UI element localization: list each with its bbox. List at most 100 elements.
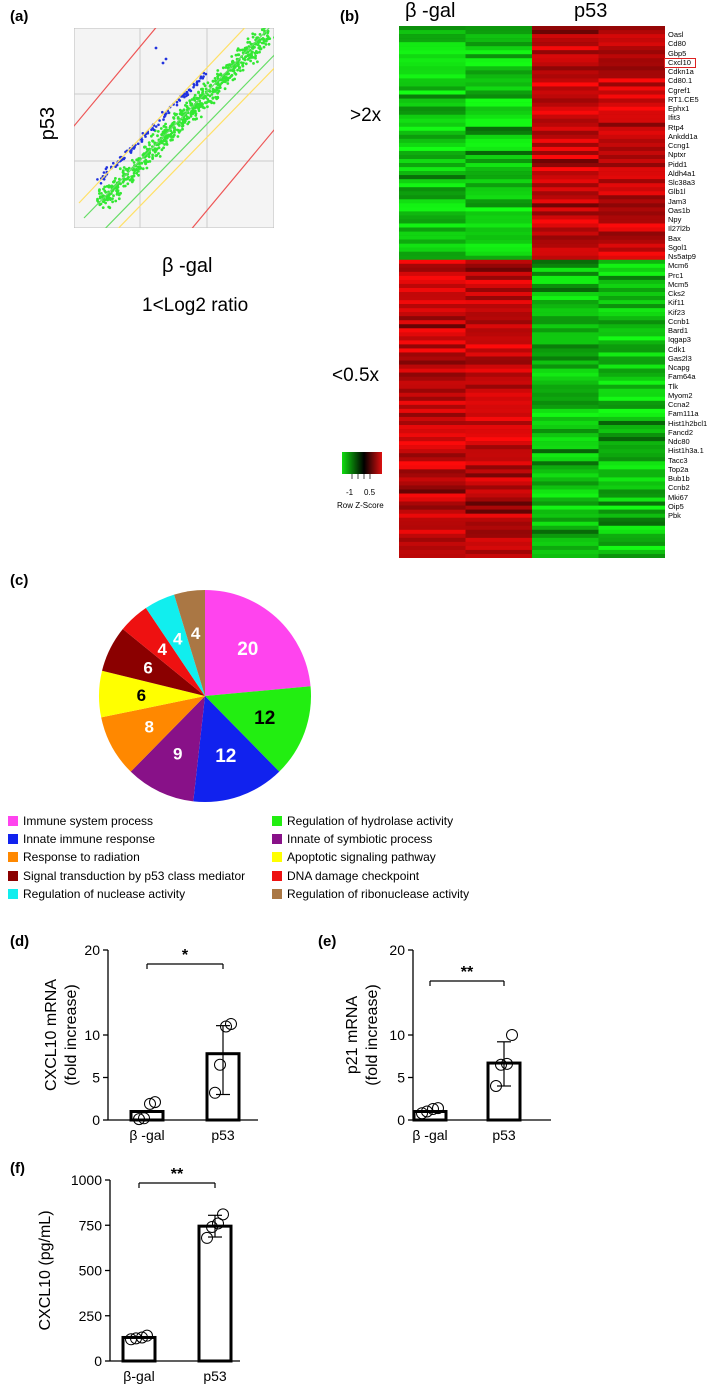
scatter-point-green xyxy=(251,32,255,36)
data-point xyxy=(138,1112,150,1125)
pie-slice-value: 6 xyxy=(137,686,146,705)
scatter-point-green xyxy=(131,178,135,182)
scatter-point-green xyxy=(126,177,129,181)
legend-swatch xyxy=(8,834,18,845)
heatmap-cell xyxy=(399,429,466,434)
scatter-point-blue xyxy=(146,132,150,135)
heatmap-cell xyxy=(598,336,666,341)
scatter-point-green xyxy=(112,180,116,184)
heatmap-cell xyxy=(465,493,533,498)
scatter-point-green xyxy=(117,197,121,201)
heatmap-cell xyxy=(598,441,666,446)
scatter-point-green xyxy=(117,193,121,197)
heatmap-cell xyxy=(532,215,599,220)
data-point xyxy=(136,1331,148,1344)
legend-swatch xyxy=(8,852,18,863)
heatmap-cell xyxy=(598,292,666,297)
scatter-ylabel: p53 xyxy=(37,106,60,141)
y-axis-label: CXCL10 (pg/mL) xyxy=(37,1210,54,1330)
heatmap-cell xyxy=(465,223,533,228)
heatmap-cell xyxy=(399,493,466,498)
colorkey-label: Row Z-Score xyxy=(337,501,384,510)
colorkey-bar xyxy=(342,452,382,474)
scatter-point-green xyxy=(165,142,168,145)
gene-label: Cdkn1a xyxy=(668,67,694,76)
heatmap-cell xyxy=(532,380,599,385)
gene-label: Cks2 xyxy=(668,289,686,298)
data-point xyxy=(490,1080,502,1092)
gene-label: Ndc80 xyxy=(668,437,690,446)
heatmap-cell xyxy=(465,98,533,103)
heatmap-cell xyxy=(399,171,466,176)
heatmap-cell xyxy=(598,46,666,51)
heatmap-cell xyxy=(598,54,666,59)
scatter-point-green xyxy=(256,60,259,64)
heatmap-cell xyxy=(465,433,533,438)
heatmap-cell xyxy=(598,533,666,539)
heatmap-cell xyxy=(598,215,666,220)
scatter-point-green xyxy=(187,116,191,120)
scatter-point-green xyxy=(147,155,151,159)
scatter-point-blue xyxy=(197,79,201,83)
heatmap-cell xyxy=(598,416,666,422)
heatmap-cell xyxy=(532,461,599,466)
heatmap-cell xyxy=(465,316,533,321)
heatmap-cell xyxy=(465,126,533,132)
gene-label: Bard1 xyxy=(668,326,689,335)
heatmap-cell xyxy=(399,203,466,208)
scatter-point-green xyxy=(179,110,183,114)
pie-slice xyxy=(102,629,205,696)
heatmap-cell xyxy=(399,408,466,414)
gene-label: Hist1h2bcl1 xyxy=(668,418,708,428)
heatmap-cell xyxy=(532,163,599,168)
heatmap-cell xyxy=(399,473,466,478)
scatter-point-blue xyxy=(105,166,109,169)
scatter-point-blue xyxy=(175,100,179,104)
legend-label: Apoptotic signaling pathway xyxy=(287,850,436,865)
scatter-point-green xyxy=(204,96,208,99)
gene-label: Kif23 xyxy=(668,307,686,317)
scatter-point-green xyxy=(127,166,131,170)
heatmap-cell xyxy=(532,392,599,398)
heatmap-cell xyxy=(532,473,599,478)
heatmap-cell xyxy=(598,513,666,518)
heatmap-cell xyxy=(465,267,533,273)
heatmap-cell xyxy=(532,223,599,228)
scatter-point-green xyxy=(212,90,215,94)
heatmap-cell xyxy=(598,255,666,261)
heatmap-cell xyxy=(532,34,599,39)
heatmap-cell xyxy=(532,219,599,224)
heatmap-cell xyxy=(465,396,533,402)
x-tick-label: p53 xyxy=(492,1127,516,1143)
heatmap-cell xyxy=(399,360,466,365)
heatmap-cell xyxy=(399,445,466,450)
heatmap-cell xyxy=(598,344,666,349)
heatmap-cell xyxy=(399,223,466,228)
y-axis-label: (fold increase) xyxy=(364,984,381,1085)
heatmap-cell xyxy=(465,384,533,390)
scatter-point-blue xyxy=(130,149,133,152)
scatter-canvas xyxy=(73,27,275,229)
scatter-point-green xyxy=(157,152,160,155)
heatmap-cell xyxy=(598,183,666,188)
scatter-point-green xyxy=(124,168,128,171)
scatter-point-green xyxy=(132,161,136,164)
scatter-point-green xyxy=(171,138,174,142)
scatter-point-green xyxy=(249,59,253,63)
heatmap-cell xyxy=(598,509,666,514)
scatter-point-green xyxy=(148,143,151,147)
significance-marker: ** xyxy=(461,964,474,981)
pie-slice xyxy=(130,696,205,802)
scatter-point-green xyxy=(183,117,187,121)
heatmap-cell xyxy=(399,425,466,430)
pie-slice xyxy=(98,670,205,718)
scatter-point-green xyxy=(158,155,162,158)
heatmap-cell xyxy=(532,420,599,426)
heatmap-cell xyxy=(399,239,466,244)
heatmap-cell xyxy=(532,332,599,337)
heatmap-cell xyxy=(399,469,466,474)
heatmap-cell xyxy=(399,179,466,184)
scatter-point-blue xyxy=(186,92,189,96)
heatmap-cell xyxy=(532,275,599,281)
heatmap-cell xyxy=(598,58,666,63)
